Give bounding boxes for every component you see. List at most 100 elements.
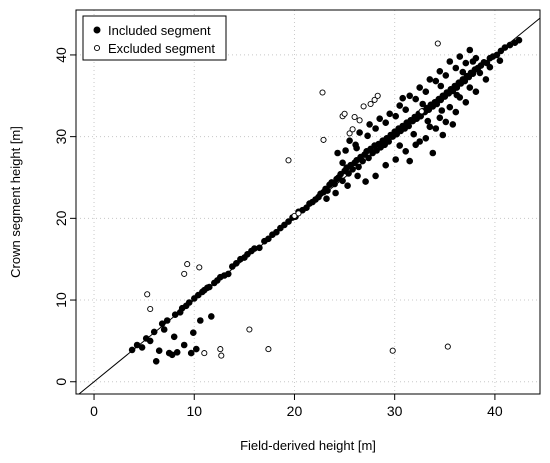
y-tick-label: 10	[53, 292, 69, 308]
point-included	[426, 76, 434, 83]
point-included	[432, 77, 440, 85]
point-included	[442, 72, 450, 79]
point-included	[466, 46, 474, 54]
point-excluded	[295, 210, 302, 217]
point-included	[185, 299, 193, 306]
point-included	[285, 218, 292, 225]
point-included	[456, 53, 464, 60]
axes: 0 10 20 30 40 0 10 20 30 40	[53, 47, 503, 419]
point-included	[432, 125, 440, 132]
point-included	[197, 317, 204, 324]
point-included	[356, 129, 363, 136]
point-included	[233, 259, 240, 267]
point-included	[372, 172, 379, 180]
point-included	[402, 148, 410, 155]
point-included	[355, 163, 362, 171]
point-included	[453, 91, 461, 99]
point-included	[155, 347, 163, 355]
point-included	[342, 147, 349, 154]
data-points	[128, 36, 523, 365]
point-included	[439, 131, 447, 139]
grid	[76, 10, 540, 394]
x-axis-label: Field-derived height [m]	[240, 438, 376, 453]
point-included	[339, 159, 346, 167]
point-included	[163, 317, 171, 324]
point-included	[256, 244, 263, 252]
point-included	[406, 157, 414, 165]
point-excluded	[389, 347, 396, 354]
point-included	[410, 130, 418, 138]
point-included	[438, 107, 446, 114]
point-included	[353, 144, 360, 152]
point-excluded	[147, 305, 154, 313]
point-included	[354, 172, 361, 180]
point-included	[382, 119, 390, 126]
x-tick-label: 30	[387, 403, 403, 419]
point-included	[206, 283, 213, 291]
point-included	[364, 132, 371, 140]
point-included	[158, 320, 166, 328]
point-included	[362, 178, 369, 185]
point-included	[429, 149, 437, 157]
y-tick-label: 0	[53, 378, 69, 386]
point-included	[225, 270, 232, 278]
point-included	[193, 345, 200, 353]
point-included	[376, 115, 384, 122]
point-included	[382, 161, 390, 169]
point-included	[449, 121, 457, 128]
point-excluded	[341, 110, 348, 117]
point-included	[462, 99, 470, 106]
y-tick-label: 30	[53, 129, 69, 145]
point-included	[476, 69, 484, 77]
point-included	[138, 344, 146, 351]
point-excluded	[319, 89, 326, 96]
point-included	[406, 92, 414, 100]
point-included	[332, 189, 339, 197]
point-included	[424, 117, 432, 125]
point-included	[436, 68, 444, 75]
y-tick-label: 20	[53, 210, 69, 226]
point-included	[405, 122, 413, 130]
legend-label-excluded: Excluded segment	[108, 41, 215, 56]
point-included	[366, 121, 373, 128]
point-included	[334, 149, 341, 157]
point-included	[446, 58, 454, 65]
point-included	[392, 112, 400, 120]
point-included	[146, 337, 154, 345]
point-included	[482, 76, 490, 83]
point-included	[416, 84, 424, 91]
point-included	[412, 95, 420, 103]
legend-symbol-included	[93, 26, 101, 34]
point-included	[392, 156, 400, 163]
point-included	[345, 170, 352, 177]
point-included	[152, 357, 160, 365]
point-included	[170, 333, 178, 341]
point-included	[323, 195, 330, 202]
point-included	[160, 326, 168, 333]
point-included	[402, 106, 410, 113]
legend: Included segment Excluded segment	[82, 15, 227, 61]
point-included	[359, 157, 366, 165]
point-included	[150, 328, 158, 336]
point-included	[442, 118, 450, 126]
point-included	[339, 177, 346, 185]
point-excluded	[346, 130, 353, 137]
point-included	[265, 235, 272, 243]
point-included	[173, 348, 181, 356]
point-excluded	[360, 103, 367, 110]
point-excluded	[201, 350, 208, 357]
point-excluded	[444, 343, 451, 350]
point-included	[180, 341, 188, 349]
point-excluded	[196, 264, 203, 271]
point-included	[344, 182, 351, 189]
point-included	[385, 138, 393, 145]
point-excluded	[418, 108, 425, 115]
point-included	[419, 100, 427, 108]
point-included	[452, 64, 460, 72]
point-excluded	[320, 136, 327, 143]
point-included	[496, 57, 504, 65]
point-excluded	[144, 291, 151, 298]
point-included	[365, 154, 372, 162]
point-included	[273, 228, 280, 236]
